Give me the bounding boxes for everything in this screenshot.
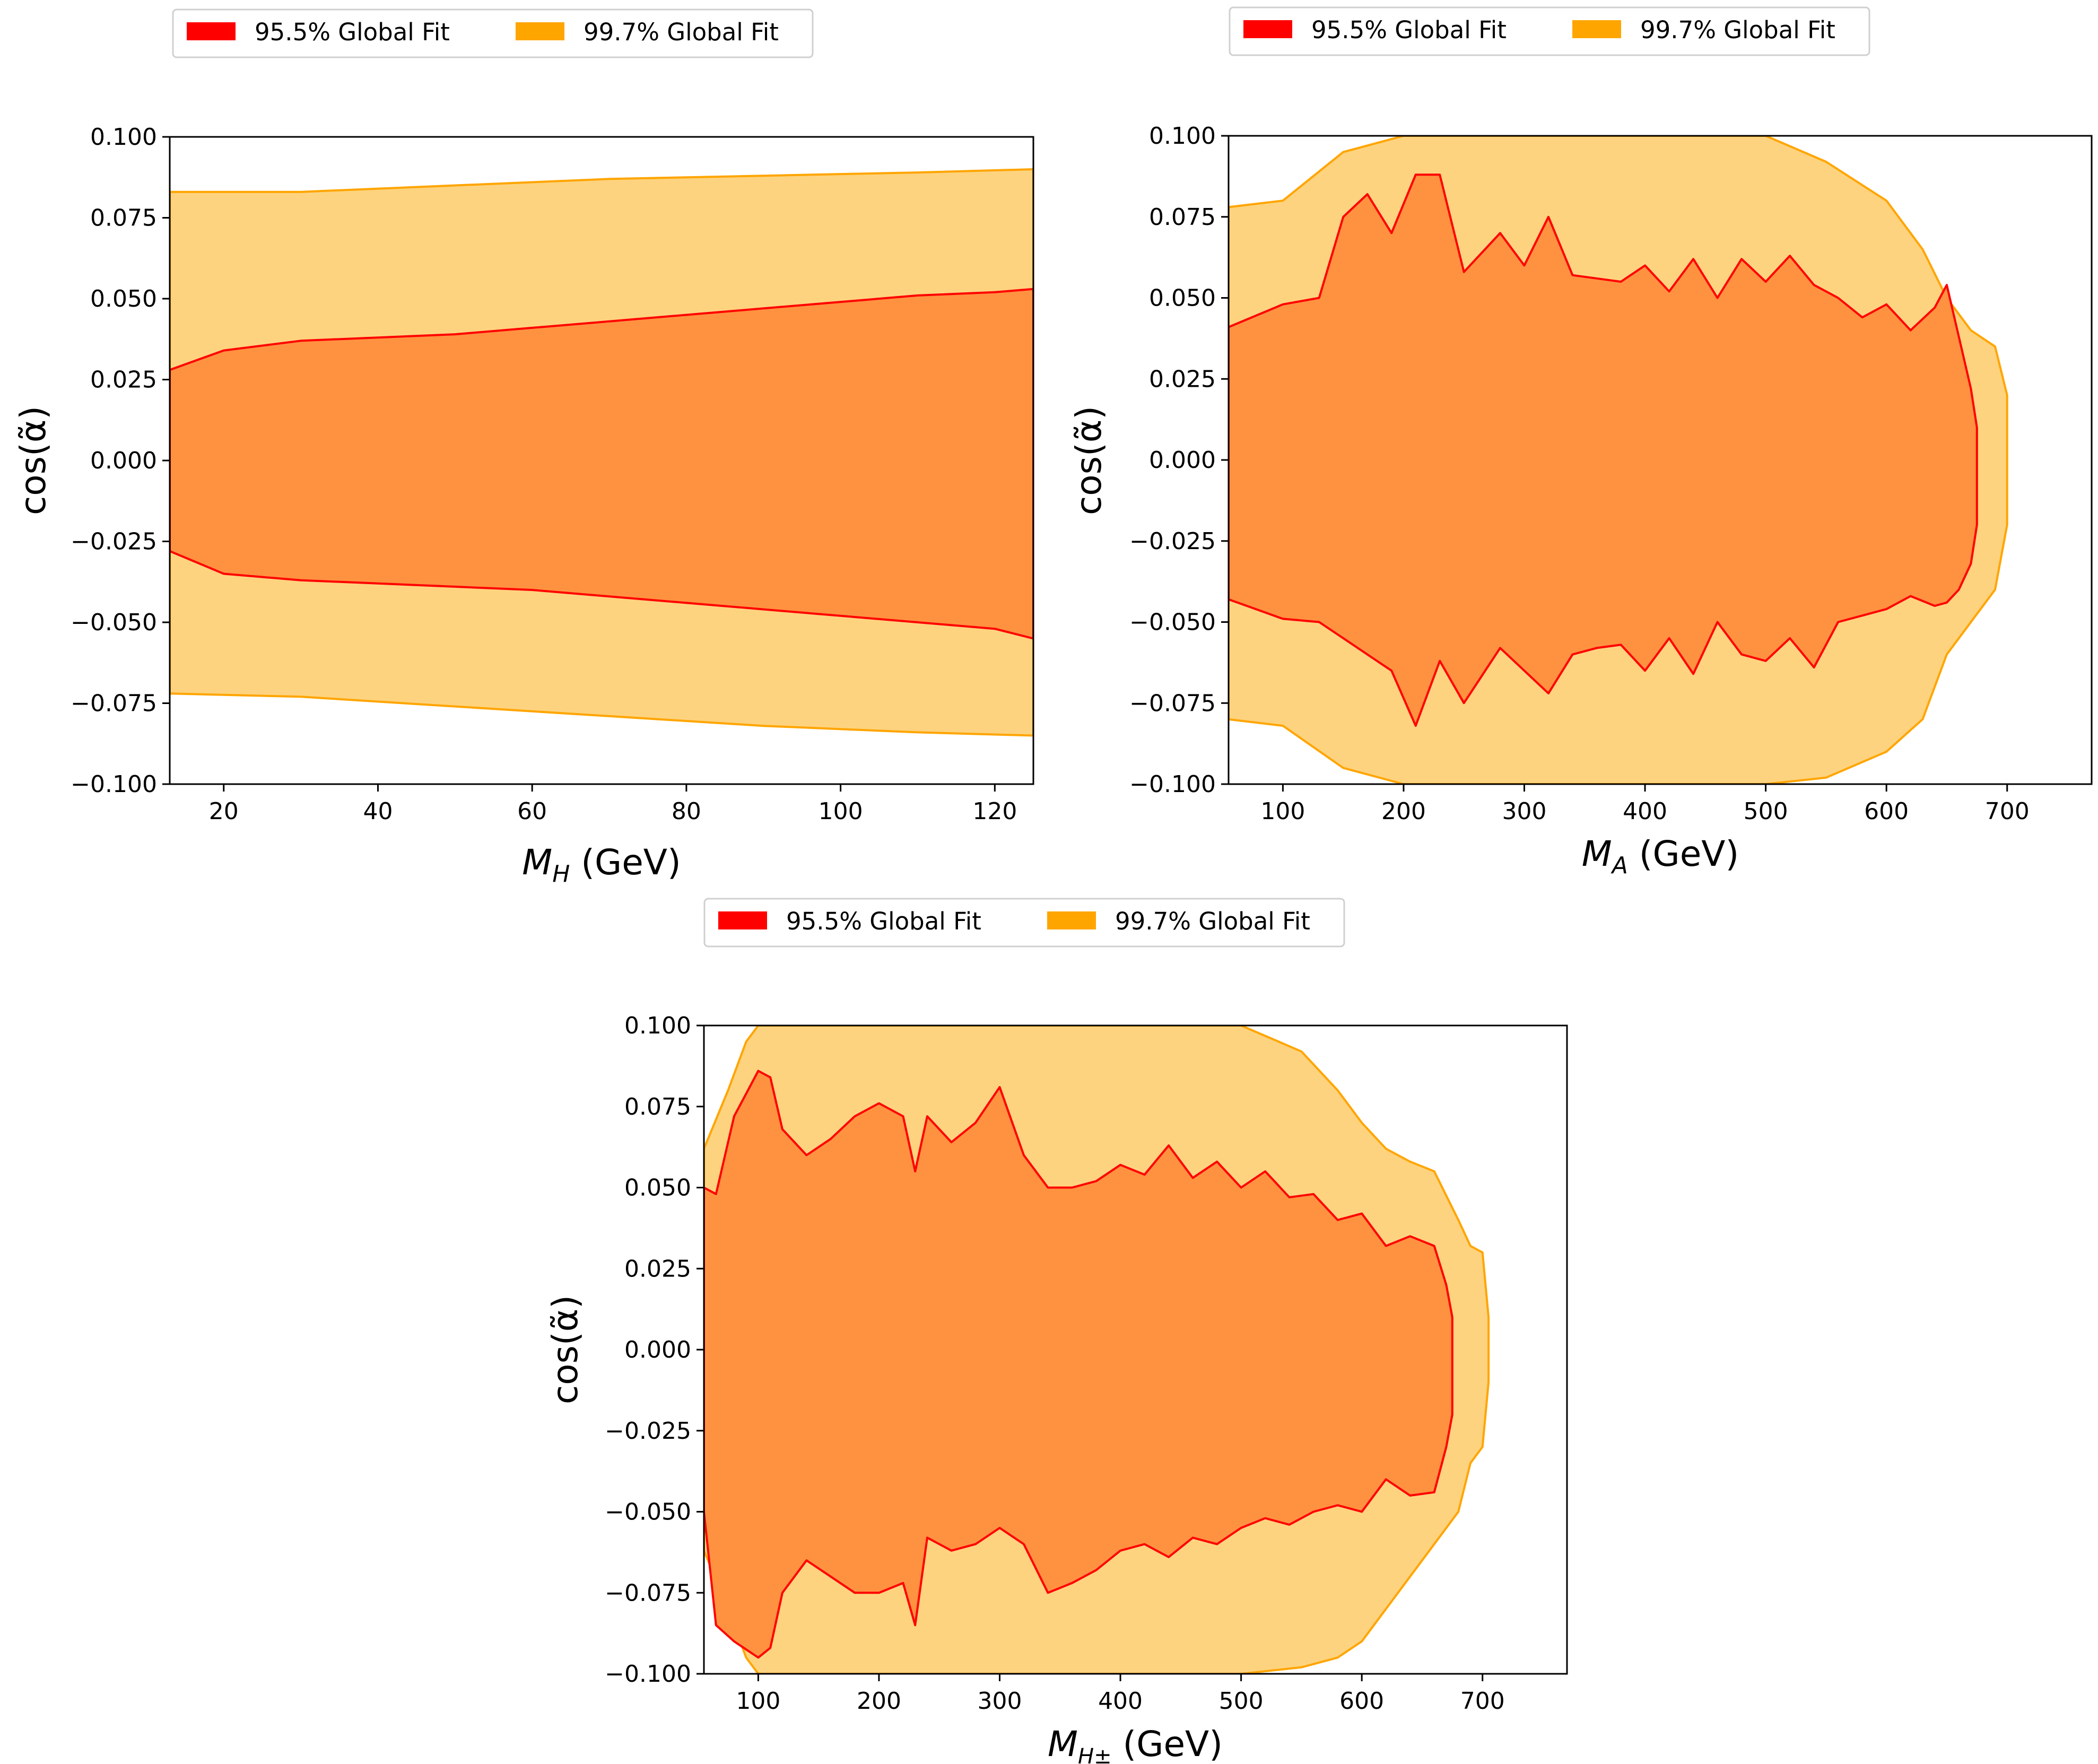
x-tick-label: 600	[1339, 1688, 1384, 1715]
y-tick-label: −0.100	[71, 771, 157, 798]
x-label-main: M	[1048, 1724, 1078, 1764]
y-tick-label: 0.000	[624, 1336, 691, 1363]
y-tick-label: 0.025	[624, 1255, 691, 1282]
x-tick-label: 80	[672, 798, 701, 825]
x-tick-label: 700	[1985, 798, 2030, 825]
y-tick-label: 0.025	[1149, 366, 1216, 393]
x-label-unit: (GeV)	[1628, 833, 1739, 874]
y-tick-label: −0.050	[71, 609, 157, 636]
x-tick-label: 400	[1623, 798, 1667, 825]
x-ticks: 100 200 300 400 500 600 700	[1260, 784, 2030, 825]
legend-swatch-99	[516, 22, 564, 40]
x-label-unit: (GeV)	[570, 842, 681, 883]
legend: 95.5% Global Fit 99.7% Global Fit	[1229, 6, 1870, 56]
x-tick-label: 200	[1381, 798, 1426, 825]
plot-area	[1229, 136, 2008, 784]
x-tick-label: 500	[1744, 798, 1788, 825]
legend-label-99: 99.7% Global Fit	[1115, 907, 1310, 935]
x-tick-label: 500	[1219, 1688, 1264, 1715]
plot-regions	[1229, 136, 2008, 784]
y-tick-label: 0.075	[1149, 204, 1216, 231]
region-95-5	[704, 1070, 1453, 1659]
y-tick-label: 0.075	[90, 205, 157, 232]
y-tick-label: −0.075	[605, 1579, 691, 1606]
legend-swatch-99	[1572, 20, 1621, 38]
legend: 95.5% Global Fit 99.7% Global Fit	[172, 8, 814, 58]
y-tick-label: 0.025	[90, 367, 157, 394]
x-tick-label: 100	[819, 798, 863, 825]
x-tick-label: 700	[1460, 1688, 1505, 1715]
region-95-5	[1229, 173, 1978, 727]
x-axis-label: MA (GeV)	[1582, 833, 1739, 879]
legend-label-95: 95.5% Global Fit	[255, 18, 450, 46]
x-tick-label: 100	[1260, 798, 1305, 825]
legend-swatch-99	[1047, 911, 1096, 929]
plot-area	[704, 1026, 1490, 1674]
x-tick-label: 40	[363, 798, 393, 825]
y-axis-label: cos(α̃)	[1068, 406, 1109, 515]
y-tick-label: 0.050	[624, 1175, 691, 1202]
chart-panel-ma: 95.5% Global Fit 99.7% Global Fit 0.1000…	[1068, 6, 2093, 879]
x-label-main: M	[522, 842, 552, 883]
legend-label-99: 99.7% Global Fit	[584, 18, 779, 46]
y-ticks: 0.100 0.075 0.050 0.025 0.000 −0.025 −0.050 −0.…	[605, 1012, 704, 1688]
x-ticks: 20 40 60 80 100 120	[209, 784, 1017, 825]
x-label-sub: A	[1611, 852, 1628, 879]
y-tick-label: −0.025	[605, 1418, 691, 1445]
y-axis-label: cos(α̃)	[13, 406, 54, 515]
y-axis-label: cos(α̃)	[545, 1295, 586, 1404]
y-tick-label: −0.050	[605, 1499, 691, 1526]
chart-panel-mh: 95.5% Global Fit 99.7% Global Fit 0.1000…	[13, 8, 1034, 888]
x-ticks: 100 200 300 400 500 600 700	[736, 1674, 1505, 1715]
x-tick-label: 600	[1864, 798, 1909, 825]
plot-area	[170, 168, 1033, 737]
y-tick-label: 0.100	[1149, 123, 1216, 150]
x-label-sub: H	[552, 861, 570, 888]
legend-label-95: 95.5% Global Fit	[1311, 16, 1507, 44]
y-tick-label: 0.000	[1149, 447, 1216, 474]
plot-regions	[170, 168, 1033, 737]
y-tick-label: 0.100	[624, 1012, 691, 1039]
x-tick-label: 20	[209, 798, 239, 825]
y-tick-label: −0.025	[71, 528, 157, 555]
y-ticks: 0.100 0.075 0.050 0.025 0.000 −0.025 −0.050 −0.…	[1129, 123, 1229, 798]
legend-frame	[1229, 6, 1870, 56]
x-label-sub: H±	[1078, 1744, 1112, 1764]
x-tick-label: 200	[857, 1688, 901, 1715]
legend-label-99: 99.7% Global Fit	[1640, 16, 1835, 44]
x-axis-label: MH± (GeV)	[1048, 1724, 1223, 1764]
x-tick-label: 400	[1098, 1688, 1143, 1715]
x-tick-label: 120	[972, 798, 1017, 825]
x-label-unit: (GeV)	[1112, 1724, 1223, 1764]
legend-frame	[703, 898, 1345, 948]
y-tick-label: −0.075	[71, 690, 157, 717]
legend-swatch-95	[1243, 20, 1292, 38]
x-label-main: M	[1582, 833, 1612, 874]
legend: 95.5% Global Fit 99.7% Global Fit	[703, 898, 1345, 948]
plot-regions	[704, 1026, 1490, 1674]
legend-swatch-95	[187, 22, 236, 40]
y-tick-label: 0.075	[624, 1093, 691, 1120]
region-95-5	[170, 288, 1033, 640]
x-tick-label: 300	[978, 1688, 1022, 1715]
y-tick-label: 0.000	[90, 447, 157, 474]
x-tick-label: 300	[1502, 798, 1547, 825]
legend-label-95: 95.5% Global Fit	[786, 907, 981, 935]
legend-frame	[172, 8, 814, 58]
y-ticks: 0.100 0.075 0.050 0.025 0.000 −0.025 −0.050 −0.…	[71, 124, 170, 798]
y-tick-label: −0.025	[1129, 528, 1216, 555]
x-axis-label: MH (GeV)	[522, 842, 681, 888]
x-tick-label: 100	[736, 1688, 780, 1715]
chart-panel-mhpm: 95.5% Global Fit 99.7% Global Fit 0.1000…	[545, 898, 1568, 1764]
y-tick-label: −0.050	[1129, 609, 1216, 636]
y-tick-label: −0.100	[605, 1661, 691, 1688]
y-tick-label: 0.050	[1149, 285, 1216, 312]
y-tick-label: 0.050	[90, 285, 157, 312]
y-tick-label: −0.075	[1129, 690, 1216, 717]
y-tick-label: 0.100	[90, 124, 157, 151]
y-tick-label: −0.100	[1129, 771, 1216, 798]
x-tick-label: 60	[517, 798, 547, 825]
legend-swatch-95	[718, 911, 767, 929]
